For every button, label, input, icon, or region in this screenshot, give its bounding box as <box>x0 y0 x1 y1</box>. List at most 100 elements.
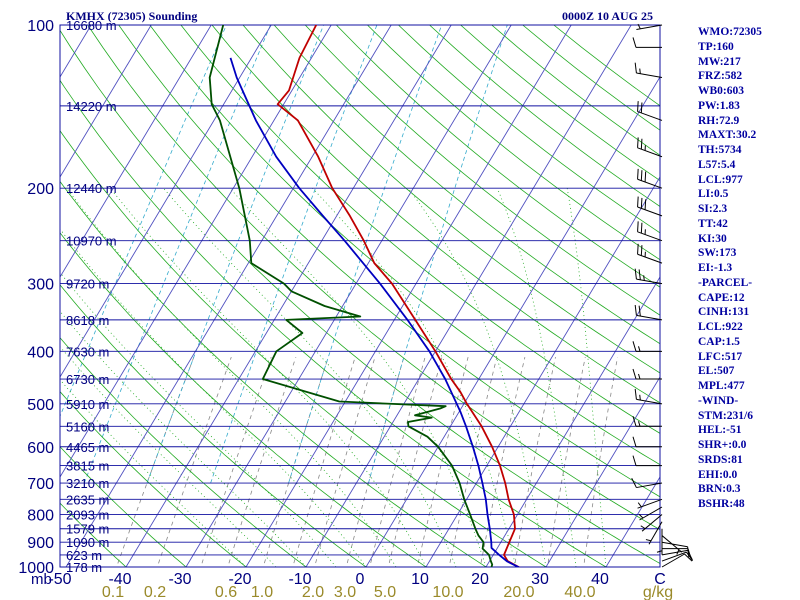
barb-shaft <box>636 24 663 31</box>
index-item: EL:507 <box>698 365 735 378</box>
index-item: CINH:131 <box>698 306 750 319</box>
pressure-tick-label: 400 <box>27 344 54 361</box>
sounding-time: 0000Z 10 AUG 25 <box>562 9 654 23</box>
station-title: KMHX (72305) Sounding <box>66 9 198 23</box>
isotherm-line <box>365 76 660 567</box>
mixing-ratio-tick-label: g/kg <box>643 584 673 600</box>
index-item: SI:2.3 <box>698 203 728 215</box>
barb-half <box>676 549 680 555</box>
mixing-ratio-line <box>314 356 376 567</box>
index-item: CAP:1.5 <box>698 335 740 348</box>
pressure-tick-label: 700 <box>27 476 54 493</box>
barb-full <box>640 197 643 209</box>
barb-full <box>631 478 637 488</box>
barb-shaft <box>661 553 685 568</box>
index-item: -PARCEL- <box>698 276 753 289</box>
barb-half <box>637 502 642 508</box>
barb-full <box>637 101 639 112</box>
isotherm-line <box>545 376 660 567</box>
isotherm-line <box>245 25 572 567</box>
height-label: 10970 m <box>66 234 117 249</box>
index-item: TP:160 <box>698 40 734 53</box>
mixing-ratio-line <box>387 356 443 567</box>
index-item: WB0:603 <box>698 85 744 97</box>
height-label: 2635 m <box>66 492 109 507</box>
wind-barb <box>661 541 690 558</box>
mixing-ratio-tick-label: 3.0 <box>334 584 356 600</box>
barb-full <box>637 221 639 232</box>
temperature-tick-label: -20 <box>228 571 251 588</box>
wind-barb <box>631 478 663 489</box>
height-label: 1579 m <box>66 522 109 537</box>
barb-full <box>637 137 639 148</box>
index-item: FRZ:582 <box>698 70 743 83</box>
barb-full <box>640 102 643 113</box>
isotherm-line <box>185 25 512 567</box>
parcel-path <box>229 57 521 567</box>
wind-barb <box>637 196 663 217</box>
barb-full <box>640 245 643 256</box>
barb-half <box>639 394 641 401</box>
wind-barb <box>634 268 663 285</box>
barb-half <box>643 275 645 281</box>
index-item: BRN:0.3 <box>698 483 741 496</box>
wind-barb <box>632 455 662 467</box>
mixing-ratio-line <box>227 356 297 567</box>
moist-adiabat-line <box>312 187 517 567</box>
barb-full <box>632 436 637 447</box>
barb-full <box>634 62 637 74</box>
barb-full <box>637 243 639 255</box>
barb-shaft <box>636 314 663 321</box>
wind-barb <box>634 304 663 321</box>
index-item: LCL:977 <box>698 173 743 186</box>
temperature-tick-label: -50 <box>48 571 71 588</box>
index-item: L57:5.4 <box>698 158 736 171</box>
mixing-ratio-line <box>116 356 195 567</box>
barb-full <box>638 305 641 317</box>
dry-adiabat-line <box>60 446 187 567</box>
height-label: 9720 m <box>66 277 109 292</box>
index-item: LCL:922 <box>698 321 743 333</box>
barb-half <box>640 525 646 530</box>
mixing-ratio-line <box>416 356 469 567</box>
index-item: -WIND- <box>698 394 739 407</box>
barb-full <box>632 368 637 380</box>
barb-half <box>638 514 644 519</box>
barb-full <box>637 168 639 180</box>
wind-barb <box>632 416 662 427</box>
barb-full <box>632 416 637 427</box>
barb-full <box>640 138 643 150</box>
barb-shaft <box>639 506 663 521</box>
barb-shaft <box>636 278 663 285</box>
barb-half <box>637 23 641 30</box>
mixing-ratio-line <box>262 356 329 567</box>
saturation-line <box>210 25 378 484</box>
wind-barb <box>632 341 662 352</box>
wind-barb <box>632 37 662 48</box>
index-item: HEL:-51 <box>698 424 742 437</box>
wind-barb <box>661 553 693 568</box>
pressure-tick-label: 300 <box>27 277 54 294</box>
barb-shaft <box>641 514 663 532</box>
dry-adiabat-line <box>118 25 660 498</box>
height-label: 8618 m <box>66 313 109 328</box>
barb-shaft <box>637 147 663 158</box>
barb-shaft <box>637 231 663 242</box>
height-label: 623 m <box>66 548 102 563</box>
moist-adiabat-line <box>109 187 427 567</box>
mixing-ratio-line <box>547 357 586 567</box>
barb-half <box>656 550 663 553</box>
isotherm-line <box>605 476 660 567</box>
wind-barb <box>637 221 663 242</box>
temperature-tick-label: -30 <box>168 571 191 588</box>
wind-barb <box>656 528 663 555</box>
barb-shaft <box>636 398 663 405</box>
wind-barb <box>638 506 663 521</box>
wind-barb <box>637 101 663 121</box>
mixing-ratio-tick-label: 40.0 <box>564 584 595 600</box>
barb-full <box>684 553 693 562</box>
dry-adiabat-line <box>60 284 367 567</box>
index-item: SHR+:0.0 <box>698 439 747 451</box>
height-label: 1090 m <box>66 535 109 550</box>
temperature-tick-label: 40 <box>591 571 609 588</box>
